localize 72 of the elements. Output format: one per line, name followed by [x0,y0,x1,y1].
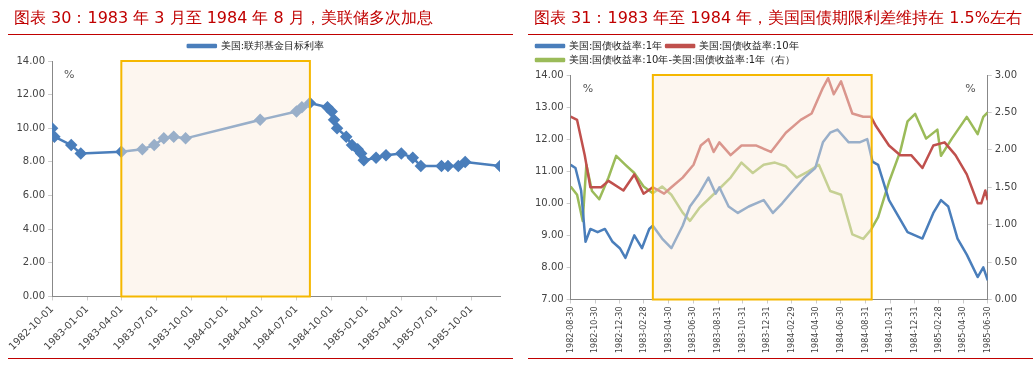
point [328,114,340,126]
legend-label: 美国:国债收益率:10年 [699,39,799,51]
y-tick-label: 2.00 [22,256,46,268]
y2-axis-title: % [965,81,976,95]
y-tick-label: 12.00 [534,132,564,144]
y2-tick-label: 3.00 [994,68,1017,80]
x-tick-label: 1985-02-28 [933,306,943,354]
y-tick-label: 8.00 [22,155,46,167]
x-tick-label: 1984-02-29 [786,306,796,354]
point [148,139,160,151]
x-tick-label: 1983-04-30 [663,306,673,354]
y-tick-label: 14.00 [16,54,46,66]
y-tick-label: 4.00 [22,222,46,234]
point [346,139,358,151]
x-tick-label: 1984-08-31 [860,306,870,354]
x-tick-label: 1982-08-30 [565,306,575,354]
x-tick-label: 1985-04-30 [958,306,968,354]
legend-label: 美国:联邦基金目标利率 [220,39,325,51]
x-tick-label: 1983-12-31 [762,306,772,354]
y-tick-label: 10.00 [16,121,46,133]
y-axis-title: % [582,81,594,95]
y-axis-title: % [64,67,75,81]
point [296,101,308,113]
point [179,132,192,145]
y2-tick-label: 1.50 [994,180,1017,192]
x-tick-label: 1982-12-30 [614,306,624,354]
y-tick-label: 7.00 [541,293,564,305]
y-tick-label: 8.00 [541,261,564,273]
point [370,151,382,164]
y-tick-label: 9.00 [541,228,564,240]
y-tick-label: 13.00 [534,100,564,112]
x-tick-label: 1983-02-28 [639,306,649,354]
y2-tick-label: 2.50 [994,106,1017,118]
point [340,130,352,143]
y-tick-label: 6.00 [22,189,46,201]
point [136,143,149,156]
x-tick-label: 1984-12-31 [909,306,919,354]
y-tick-label: 14.00 [534,68,564,80]
chart-title: 图表 31：1983 年至 1984 年，美国国债期限利差维持在 1.5%左右 [528,0,1033,35]
point [75,147,87,160]
y-tick-label: 10.00 [534,196,564,208]
legend-label: 美国:国债收益率:1年 [569,39,663,51]
point [254,114,266,126]
y2-tick-label: 2.00 [994,143,1017,155]
y2-tick-label: 1.00 [994,218,1017,230]
point [407,151,419,164]
y-tick-label: 0.00 [22,290,46,302]
x-tick-label: 1984-04-30 [811,306,821,354]
point [325,105,338,118]
point [452,160,465,172]
y-tick-label: 11.00 [534,164,564,176]
chart-title: 图表 30：1983 年 3 月至 1984 年 8 月，美联储多次加息 [8,0,513,35]
x-tick-label: 1983-10-31 [737,306,747,354]
point [331,122,343,135]
x-tick-label: 1983-08-31 [713,306,723,354]
point [459,156,471,168]
x-tick-label: 1984-06-30 [835,306,845,354]
point [395,147,408,160]
point [415,160,427,172]
y2-tick-label: 0.00 [994,293,1017,305]
legend-label: 美国:国债收益率:10年-美国:国债收益率:1年（右） [569,53,796,65]
point [65,139,77,151]
x-tick-label: 1985-06-30 [982,306,992,354]
y2-tick-label: 0.50 [994,255,1017,267]
x-tick-label: 1984-10-31 [885,306,895,354]
x-tick-label: 1982-10-30 [590,306,600,354]
x-tick-label: 1983-06-30 [688,306,698,354]
point [158,132,170,145]
point [380,149,392,161]
y-tick-label: 12.00 [16,88,46,100]
point [167,130,180,143]
point [358,154,370,166]
